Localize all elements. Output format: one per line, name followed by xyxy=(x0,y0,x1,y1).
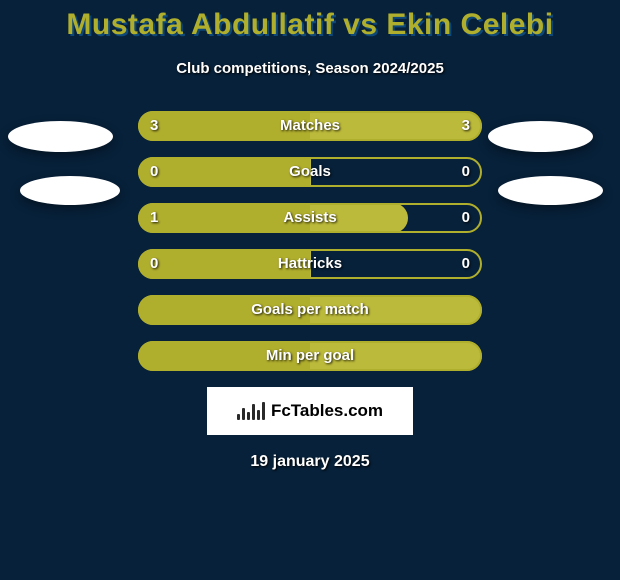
value-right: 0 xyxy=(462,157,470,187)
stat-row: 33Matches xyxy=(138,111,482,141)
left-avatar xyxy=(8,121,113,152)
row-border xyxy=(138,295,482,325)
comparison-chart: 33Matches00Goals10Assists00HattricksGoal… xyxy=(138,111,482,371)
subtitle: Club competitions, Season 2024/2025 xyxy=(0,60,620,77)
stat-row: 00Goals xyxy=(138,157,482,187)
stat-row: Min per goal xyxy=(138,341,482,371)
stat-row: Goals per match xyxy=(138,295,482,325)
row-border xyxy=(138,111,482,141)
comparison-card: Mustafa Abdullatif vs Ekin Celebi Club c… xyxy=(0,0,620,580)
left-avatar xyxy=(20,176,120,205)
row-border xyxy=(138,249,482,279)
value-left: 0 xyxy=(150,249,158,279)
logo-text: FcTables.com xyxy=(271,401,383,421)
logo-box: FcTables.com xyxy=(207,387,413,435)
right-avatar xyxy=(488,121,593,152)
row-border xyxy=(138,157,482,187)
row-border xyxy=(138,203,482,233)
right-avatar xyxy=(498,176,603,205)
value-right: 0 xyxy=(462,249,470,279)
value-right: 0 xyxy=(462,203,470,233)
page-title: Mustafa Abdullatif vs Ekin Celebi xyxy=(0,0,620,42)
value-left: 0 xyxy=(150,157,158,187)
row-border xyxy=(138,341,482,371)
value-right: 3 xyxy=(462,111,470,141)
date-line: 19 january 2025 xyxy=(0,453,620,471)
logo-bars-icon xyxy=(237,402,265,420)
stat-row: 00Hattricks xyxy=(138,249,482,279)
value-left: 3 xyxy=(150,111,158,141)
value-left: 1 xyxy=(150,203,158,233)
stat-row: 10Assists xyxy=(138,203,482,233)
